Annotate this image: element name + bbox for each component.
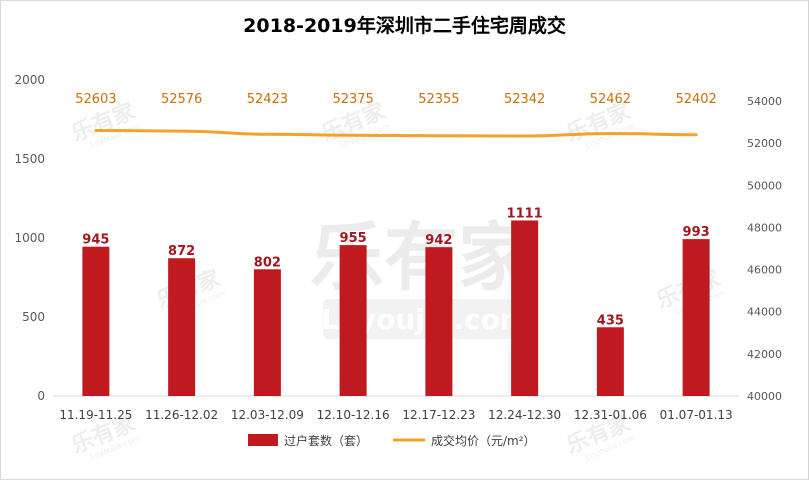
- left-axis-tick-label: 500: [22, 310, 45, 324]
- right-axis-tick-label: 48000: [747, 221, 782, 234]
- bar: [339, 245, 367, 396]
- left-axis-tick-label: 2000: [14, 73, 45, 87]
- line-value-label: 52423: [247, 92, 288, 107]
- line-value-label: 52603: [75, 92, 116, 107]
- right-axis-tick-label: 44000: [747, 306, 782, 319]
- category-label: 11.19-11.25: [59, 408, 132, 422]
- bar: [511, 220, 539, 396]
- right-axis-tick-label: 50000: [747, 179, 782, 192]
- line-value-label: 52375: [332, 92, 373, 107]
- chart-title: 2018-2019年深圳市二手住宅周成交: [243, 15, 566, 37]
- line-value-label: 52462: [590, 92, 631, 107]
- line-value-label: 52342: [504, 92, 545, 107]
- right-axis-tick-label: 40000: [747, 390, 782, 403]
- bar-value-label: 872: [168, 244, 195, 259]
- category-label: 12.31-01.06: [574, 408, 647, 422]
- bar-value-label: 945: [82, 233, 109, 248]
- bar: [253, 269, 281, 396]
- bar-value-label: 955: [340, 231, 367, 246]
- left-axis-tick-label: 0: [37, 389, 45, 403]
- category-label: 01.07-01.13: [660, 408, 733, 422]
- legend-line-label: 成交均价（元/m²）: [431, 433, 536, 448]
- line-value-label: 52355: [418, 92, 459, 107]
- category-label: 12.03-12.09: [231, 408, 304, 422]
- right-axis-tick-label: 54000: [747, 95, 782, 108]
- category-label: 12.10-12.16: [317, 408, 390, 422]
- left-axis-tick-label: 1500: [14, 152, 45, 166]
- bar-value-label: 942: [425, 233, 452, 248]
- line-value-label: 52576: [161, 92, 202, 107]
- legend-bar-swatch: [248, 434, 278, 446]
- bar-value-label: 993: [683, 225, 710, 240]
- line-value-label: 52402: [675, 92, 716, 107]
- left-axis-tick-label: 1000: [14, 231, 45, 245]
- bar-value-label: 1111: [507, 206, 543, 221]
- category-label: 12.24-12.30: [488, 408, 561, 422]
- right-axis-tick-label: 52000: [747, 137, 782, 150]
- bar: [682, 239, 710, 396]
- bar: [168, 258, 196, 396]
- price-line: [94, 128, 698, 138]
- bar-value-label: 802: [254, 255, 281, 270]
- right-axis-tick-label: 46000: [747, 264, 782, 277]
- category-label: 11.26-12.02: [145, 408, 218, 422]
- legend-bar-label: 过户套数（套）: [284, 433, 368, 448]
- right-axis-tick-label: 42000: [747, 348, 782, 361]
- category-label: 12.17-12.23: [402, 408, 475, 422]
- bar-value-label: 435: [597, 313, 624, 328]
- bar: [82, 246, 110, 396]
- bar: [596, 327, 624, 396]
- bar: [425, 247, 453, 396]
